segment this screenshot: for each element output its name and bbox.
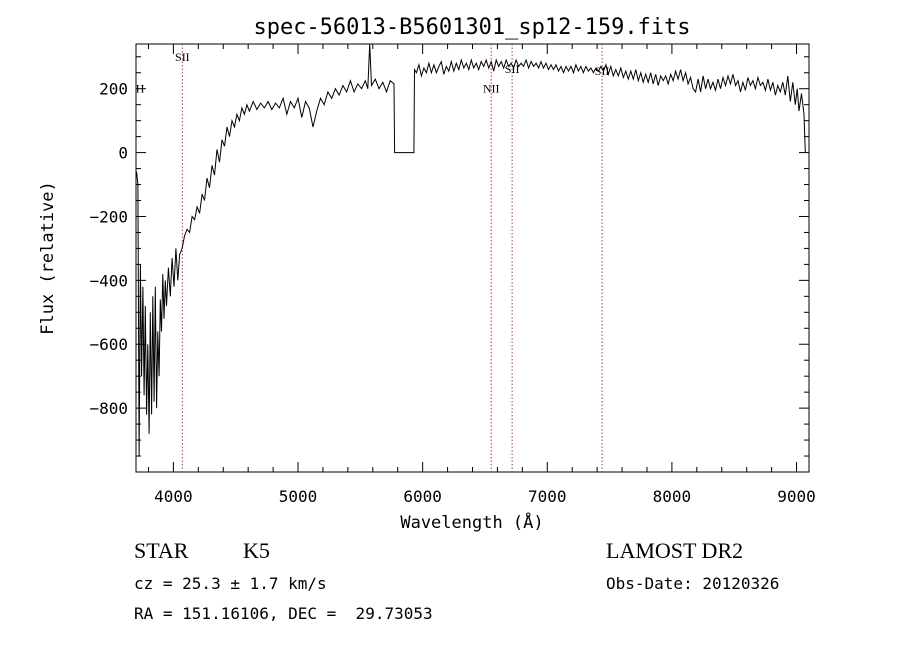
y-tick-label: 200 <box>99 80 128 99</box>
y-tick-label: 0 <box>118 144 128 163</box>
y-tick-label: −600 <box>89 335 128 354</box>
emission-line-markers <box>181 44 603 472</box>
plot-frame <box>135 43 810 473</box>
x-axis-label: Wavelength (Å) <box>400 511 543 533</box>
line-marker-label: SII <box>175 50 190 64</box>
line-marker-label: SII <box>505 62 520 76</box>
redshift-readout: cz = 25.3 ± 1.7 km/s <box>134 574 327 593</box>
observation-date: Obs-Date: 20120326 <box>606 574 780 593</box>
y-tick-label: −200 <box>89 207 128 226</box>
x-tick-label: 6000 <box>403 487 442 506</box>
object-subclass: K5 <box>243 538 270 563</box>
line-marker-label: H <box>136 82 145 96</box>
x-tick-label: 5000 <box>279 487 318 506</box>
spectrum-series <box>136 43 806 457</box>
chart-title: spec-56013-B5601301_sp12-159.fits <box>253 15 690 40</box>
x-tick-label: 9000 <box>777 487 816 506</box>
x-tick-label: 4000 <box>154 487 193 506</box>
sky-coordinates: RA = 151.16106, DEC = 29.73053 <box>134 604 433 623</box>
line-marker-label: SII <box>595 64 610 78</box>
object-class: STAR <box>134 538 189 563</box>
y-tick-label: −400 <box>89 271 128 290</box>
x-tick-label: 8000 <box>653 487 692 506</box>
spectrum-line <box>136 43 806 457</box>
y-axis-label: Flux (relative) <box>38 181 58 335</box>
line-marker-label: NII <box>483 82 500 96</box>
y-tick-label: −800 <box>89 399 128 418</box>
survey-name: LAMOST DR2 <box>606 538 744 563</box>
axis-ticks <box>136 44 809 473</box>
tick-labels: 4000 5000 6000 7000 8000 9000 −800 −600 −400 −200… <box>89 50 815 506</box>
x-tick-label: 7000 <box>528 487 567 506</box>
